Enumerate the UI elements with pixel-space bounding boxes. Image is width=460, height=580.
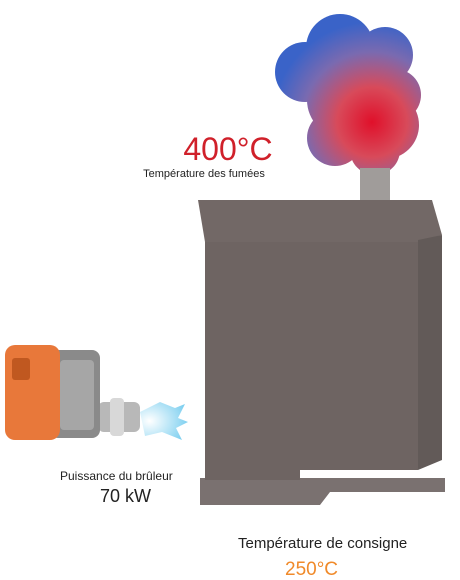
burner: [5, 345, 188, 440]
setpoint-label: Température de consigne: [238, 535, 407, 552]
chimney: [360, 168, 390, 202]
burner-power: 70 kW: [100, 486, 151, 506]
smoke: [275, 14, 421, 175]
flue-temperature-label: Température des fumées: [143, 168, 265, 180]
boiler: [198, 200, 445, 505]
burner-label: Puissance du brûleur: [60, 469, 173, 483]
flue-temperature: 400°C: [183, 131, 272, 167]
setpoint-temperature: 250°C: [285, 559, 338, 580]
